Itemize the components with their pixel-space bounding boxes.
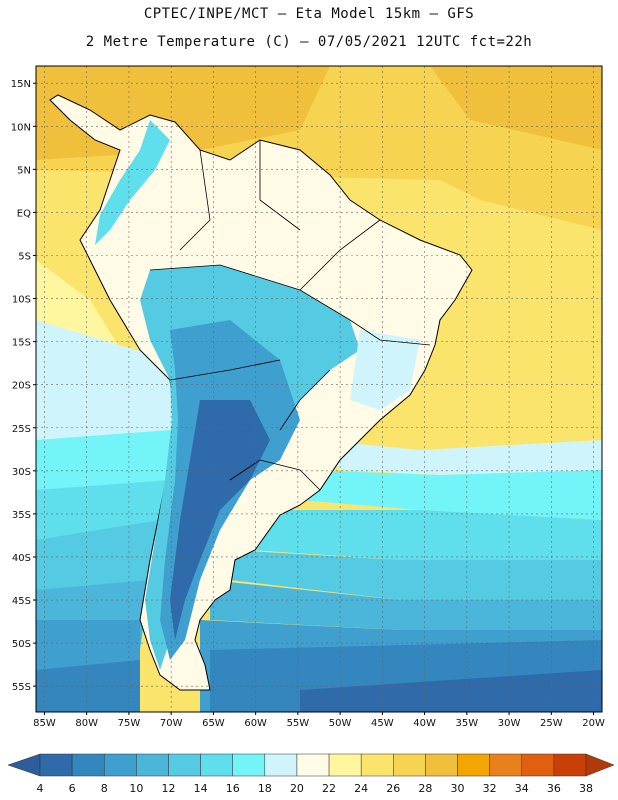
colorbar-box xyxy=(103,753,137,777)
colorbar-box xyxy=(521,753,555,777)
colorbar-label: 14 xyxy=(194,782,208,795)
atlantic-warm-band xyxy=(430,66,602,150)
colorbar-box xyxy=(553,753,587,777)
title-line-2: 2 Metre Temperature (C) – 07/05/2021 12U… xyxy=(85,34,533,50)
lat-label: 10S xyxy=(12,295,31,306)
colorbar-boxes xyxy=(7,753,615,777)
southeast-pale-region xyxy=(350,330,420,410)
longitude-labels: 85W 80W 75W 70W 65W 60W 55W 50W 45W 40W 35W 30W 25W 2… xyxy=(33,712,605,729)
colorbar-label: 8 xyxy=(101,782,108,795)
colorbar-label: 20 xyxy=(290,782,304,795)
atlantic-pale-band xyxy=(320,440,602,475)
colorbar: 4 6 8 10 12 14 16 18 20 22 24 26 28 30 32 34 36 38 xyxy=(7,753,615,795)
map-field xyxy=(36,66,602,712)
lon-label: 80W xyxy=(75,718,98,729)
interior-coldest-region xyxy=(170,400,270,640)
lat-label: 40S xyxy=(12,553,31,564)
lat-label: 20S xyxy=(12,381,31,392)
lon-label: 60W xyxy=(244,718,267,729)
colorbar-label: 32 xyxy=(483,782,497,795)
lat-label: 5S xyxy=(18,251,31,262)
colorbar-label: 30 xyxy=(451,782,465,795)
lat-label: 10N xyxy=(11,122,31,133)
lon-label: 30W xyxy=(498,718,521,729)
colorbar-box xyxy=(232,753,266,777)
colorbar-label: 12 xyxy=(161,782,175,795)
colorbar-box xyxy=(457,753,490,777)
lon-label: 20W xyxy=(582,718,605,729)
colorbar-label: 22 xyxy=(322,782,336,795)
map-frame xyxy=(35,65,603,713)
lat-label: 30S xyxy=(12,467,31,478)
atlantic-mid2-band xyxy=(210,580,602,630)
lon-label: 35W xyxy=(456,718,479,729)
latitude-labels: 15N 10N 5N EQ 5S 10S 15S 20S 25S 30S 35S 40S 45S 50S 5… xyxy=(11,79,36,693)
lat-label: 15S xyxy=(12,338,31,349)
colorbar-label: 28 xyxy=(418,782,432,795)
lon-label: 70W xyxy=(160,718,183,729)
colorbar-box xyxy=(136,753,169,777)
temperature-map: 15N 10N 5N EQ 5S 10S 15S 20S 25S 30S 35S 40S 45S 50S 5… xyxy=(11,65,605,729)
colorbar-label: 6 xyxy=(69,782,76,795)
colorbar-box xyxy=(296,753,330,777)
lat-label: 55S xyxy=(12,682,31,693)
lon-label: 85W xyxy=(33,718,56,729)
lat-lon-grid xyxy=(36,66,602,712)
lat-label: 15N xyxy=(11,79,31,90)
lon-label: 45W xyxy=(371,718,394,729)
lat-label: 25S xyxy=(12,424,31,435)
lat-label: 50S xyxy=(12,639,31,650)
lon-label: 55W xyxy=(287,718,310,729)
lon-label: 75W xyxy=(118,718,141,729)
lat-label: 35S xyxy=(12,510,31,521)
colorbar-box xyxy=(71,753,105,777)
colorbar-box xyxy=(200,753,233,777)
atlantic-cyan2-band xyxy=(250,510,602,560)
lat-label: EQ xyxy=(17,208,31,219)
lon-label: 40W xyxy=(413,718,436,729)
colorbar-box xyxy=(39,753,73,777)
colorbar-labels: 4 6 8 10 12 14 16 18 20 22 24 26 28 30 32 34 36 38 xyxy=(37,782,594,795)
lat-label: 5N xyxy=(17,165,31,176)
lon-label: 25W xyxy=(540,718,563,729)
colorbar-label: 24 xyxy=(354,782,368,795)
colorbar-label: 34 xyxy=(515,782,529,795)
colorbar-box xyxy=(425,753,458,777)
colorbar-label: 4 xyxy=(37,782,44,795)
atlantic-cyan-band xyxy=(300,470,602,520)
colorbar-label: 16 xyxy=(226,782,240,795)
colorbar-box xyxy=(489,753,523,777)
colorbar-label: 18 xyxy=(258,782,272,795)
colorbar-box xyxy=(264,753,298,777)
colorbar-box xyxy=(328,753,362,777)
colorbar-box xyxy=(360,753,394,777)
colorbar-label: 36 xyxy=(547,782,561,795)
country-borders xyxy=(149,140,431,491)
atlantic-south3-band xyxy=(300,670,602,712)
colorbar-box xyxy=(393,753,426,777)
lon-label: 50W xyxy=(329,718,352,729)
colorbar-box xyxy=(168,753,201,777)
colorbar-label: 26 xyxy=(386,782,400,795)
andes-cool-region xyxy=(95,120,170,245)
colorbar-label: 10 xyxy=(129,782,143,795)
colorbar-low-arrow xyxy=(7,753,41,777)
colorbar-label: 38 xyxy=(579,782,593,795)
lat-label: 45S xyxy=(12,596,31,607)
colorbar-high-arrow xyxy=(585,753,615,777)
lon-label: 65W xyxy=(202,718,225,729)
title-line-1: CPTEC/INPE/MCT – Eta Model 15km – GFS xyxy=(143,6,475,22)
